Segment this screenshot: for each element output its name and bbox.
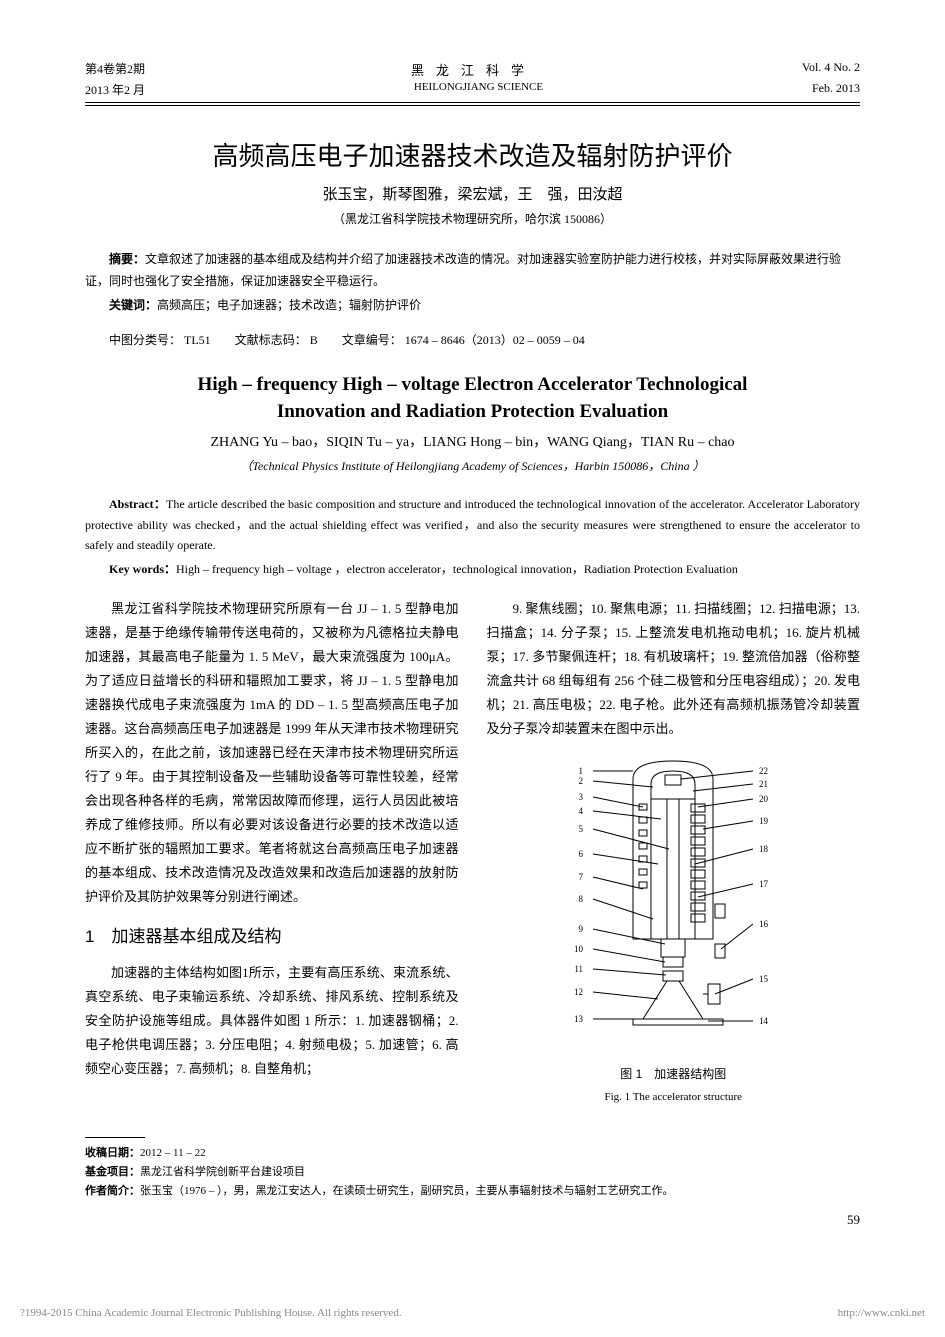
- accelerator-diagram-svg: 1 2 3 4 5 6 7 8 9 10 11 12 13 22 21 20: [543, 749, 803, 1049]
- svg-text:15: 15: [759, 974, 769, 984]
- articleid-label: 文章编号：: [342, 333, 402, 347]
- doccode-val: B: [310, 333, 318, 347]
- col1-para1: 黑龙江省科学院技术物理研究所原有一台 JJ – 1. 5 型静电加速器，是基于绝…: [85, 597, 459, 910]
- journal-name-en: HEILONGJIANG SCIENCE: [145, 81, 812, 98]
- svg-text:10: 10: [574, 944, 584, 954]
- header-rule-thick: [85, 102, 860, 103]
- title-cn: 高频高压电子加速器技术改造及辐射防护评价: [85, 136, 860, 173]
- keywords-en-label: Key words：: [109, 562, 176, 576]
- svg-text:22: 22: [759, 766, 768, 776]
- abstract-en: Abstract：The article described the basic…: [85, 494, 860, 555]
- abstract-cn: 摘要：文章叙述了加速器的基本组成及结构并介绍了加速器技术改造的情况。对加速器实验…: [85, 249, 860, 292]
- column-left: 黑龙江省科学院技术物理研究所原有一台 JJ – 1. 5 型静电加速器，是基于绝…: [85, 597, 459, 1108]
- keywords-cn-text: 高频高压；电子加速器；技术改造；辐射防护评价: [157, 298, 421, 312]
- clc-label: 中图分类号：: [109, 333, 181, 347]
- col1-para2: 加速器的主体结构如图1所示，主要有高压系统、束流系统、真空系统、电子束输运系统、…: [85, 961, 459, 1081]
- body-columns: 黑龙江省科学院技术物理研究所原有一台 JJ – 1. 5 型静电加速器，是基于绝…: [85, 597, 860, 1108]
- title-en: High – frequency High – voltage Electron…: [85, 372, 860, 425]
- svg-text:5: 5: [579, 824, 584, 834]
- clc-val: TL51: [184, 333, 211, 347]
- keywords-en: Key words：High – frequency high – voltag…: [85, 560, 860, 577]
- svg-text:18: 18: [759, 844, 769, 854]
- doccode-label: 文献标志码：: [235, 333, 307, 347]
- header-right-1: Vol. 4 No. 2: [802, 60, 860, 79]
- footer-divider: [85, 1137, 145, 1138]
- authorbio-label: 作者简介：: [85, 1185, 140, 1197]
- svg-text:13: 13: [574, 1014, 584, 1024]
- svg-text:1: 1: [579, 766, 584, 776]
- svg-text:20: 20: [759, 794, 769, 804]
- col2-para1: 9. 聚焦线圈；10. 聚焦电源；11. 扫描线圈；12. 扫描电源；13. 扫…: [487, 597, 861, 741]
- footer-info: 收稿日期：2012 – 11 – 22 基金项目：黑龙江省科学院创新平台建设项目…: [85, 1144, 860, 1200]
- journal-name-cn: 黑龙江科学: [145, 60, 802, 79]
- authors-en: ZHANG Yu – bao，SIQIN Tu – ya，LIANG Hong …: [85, 431, 860, 451]
- svg-text:9: 9: [579, 924, 584, 934]
- abstract-en-label: Abstract：: [109, 497, 166, 511]
- title-en-line1: High – frequency High – voltage Electron…: [85, 372, 860, 399]
- abstract-cn-label: 摘要：: [109, 252, 145, 266]
- page-number: 59: [85, 1212, 860, 1228]
- title-en-line2: Innovation and Radiation Protection Eval…: [85, 399, 860, 426]
- svg-text:12: 12: [574, 987, 583, 997]
- date-label: 收稿日期：: [85, 1147, 140, 1159]
- figure-caption-cn: 图 1 加速器结构图: [487, 1063, 861, 1085]
- header-left-1: 第4卷第2期: [85, 60, 145, 79]
- svg-text:19: 19: [759, 816, 769, 826]
- svg-text:7: 7: [579, 872, 584, 882]
- svg-text:11: 11: [575, 964, 584, 974]
- keywords-en-text: High – frequency high – voltage ，electro…: [176, 562, 738, 576]
- authorbio-val: 张玉宝（1976 – ），男，黑龙江安达人，在读硕士研究生，副研究员，主要从事辐…: [140, 1185, 674, 1197]
- keywords-cn: 关键词：高频高压；电子加速器；技术改造；辐射防护评价: [85, 296, 860, 313]
- page-header: 第4卷第2期 黑龙江科学 Vol. 4 No. 2 2013 年2 月 HEIL…: [85, 60, 860, 106]
- figure-caption-en: Fig. 1 The accelerator structure: [487, 1087, 861, 1107]
- header-left-2: 2013 年2 月: [85, 81, 145, 98]
- svg-text:16: 16: [759, 919, 769, 929]
- header-rule-thin: [85, 105, 860, 106]
- date-val: 2012 – 11 – 22: [140, 1147, 206, 1159]
- svg-text:3: 3: [579, 792, 584, 802]
- authors-cn: 张玉宝，斯琴图雅，梁宏斌，王 强，田汝超: [85, 183, 860, 204]
- fund-label: 基金项目：: [85, 1166, 140, 1178]
- affiliation-cn: （黑龙江省科学院技术物理研究所，哈尔滨 150086）: [85, 210, 860, 227]
- abstract-en-text: The article described the basic composit…: [85, 497, 860, 552]
- keywords-cn-label: 关键词：: [109, 298, 157, 312]
- svg-text:2: 2: [579, 776, 584, 786]
- header-right-2: Feb. 2013: [812, 81, 860, 98]
- svg-text:4: 4: [579, 806, 584, 816]
- svg-text:17: 17: [759, 879, 769, 889]
- svg-text:8: 8: [579, 894, 584, 904]
- section-1-heading: 1 加速器基本组成及结构: [85, 921, 459, 952]
- copyright-left: ?1994-2015 China Academic Journal Electr…: [20, 1307, 402, 1319]
- copyright-right: http://www.cnki.net: [838, 1307, 925, 1319]
- svg-text:6: 6: [579, 849, 584, 859]
- copyright-line: ?1994-2015 China Academic Journal Electr…: [20, 1307, 925, 1319]
- classifiers: 中图分类号： TL51 文献标志码： B 文章编号： 1674 – 8646（2…: [85, 331, 860, 348]
- affiliation-en: （Technical Physics Institute of Heilongj…: [85, 457, 860, 474]
- column-right: 9. 聚焦线圈；10. 聚焦电源；11. 扫描线圈；12. 扫描电源；13. 扫…: [487, 597, 861, 1108]
- articleid-val: 1674 – 8646（2013）02 – 0059 – 04: [405, 333, 585, 347]
- svg-text:14: 14: [759, 1016, 769, 1026]
- abstract-cn-text: 文章叙述了加速器的基本组成及结构并介绍了加速器技术改造的情况。对加速器实验室防护…: [85, 252, 841, 288]
- figure-1: 1 2 3 4 5 6 7 8 9 10 11 12 13 22 21 20: [487, 749, 861, 1108]
- fund-val: 黑龙江省科学院创新平台建设项目: [140, 1166, 305, 1178]
- svg-text:21: 21: [759, 779, 768, 789]
